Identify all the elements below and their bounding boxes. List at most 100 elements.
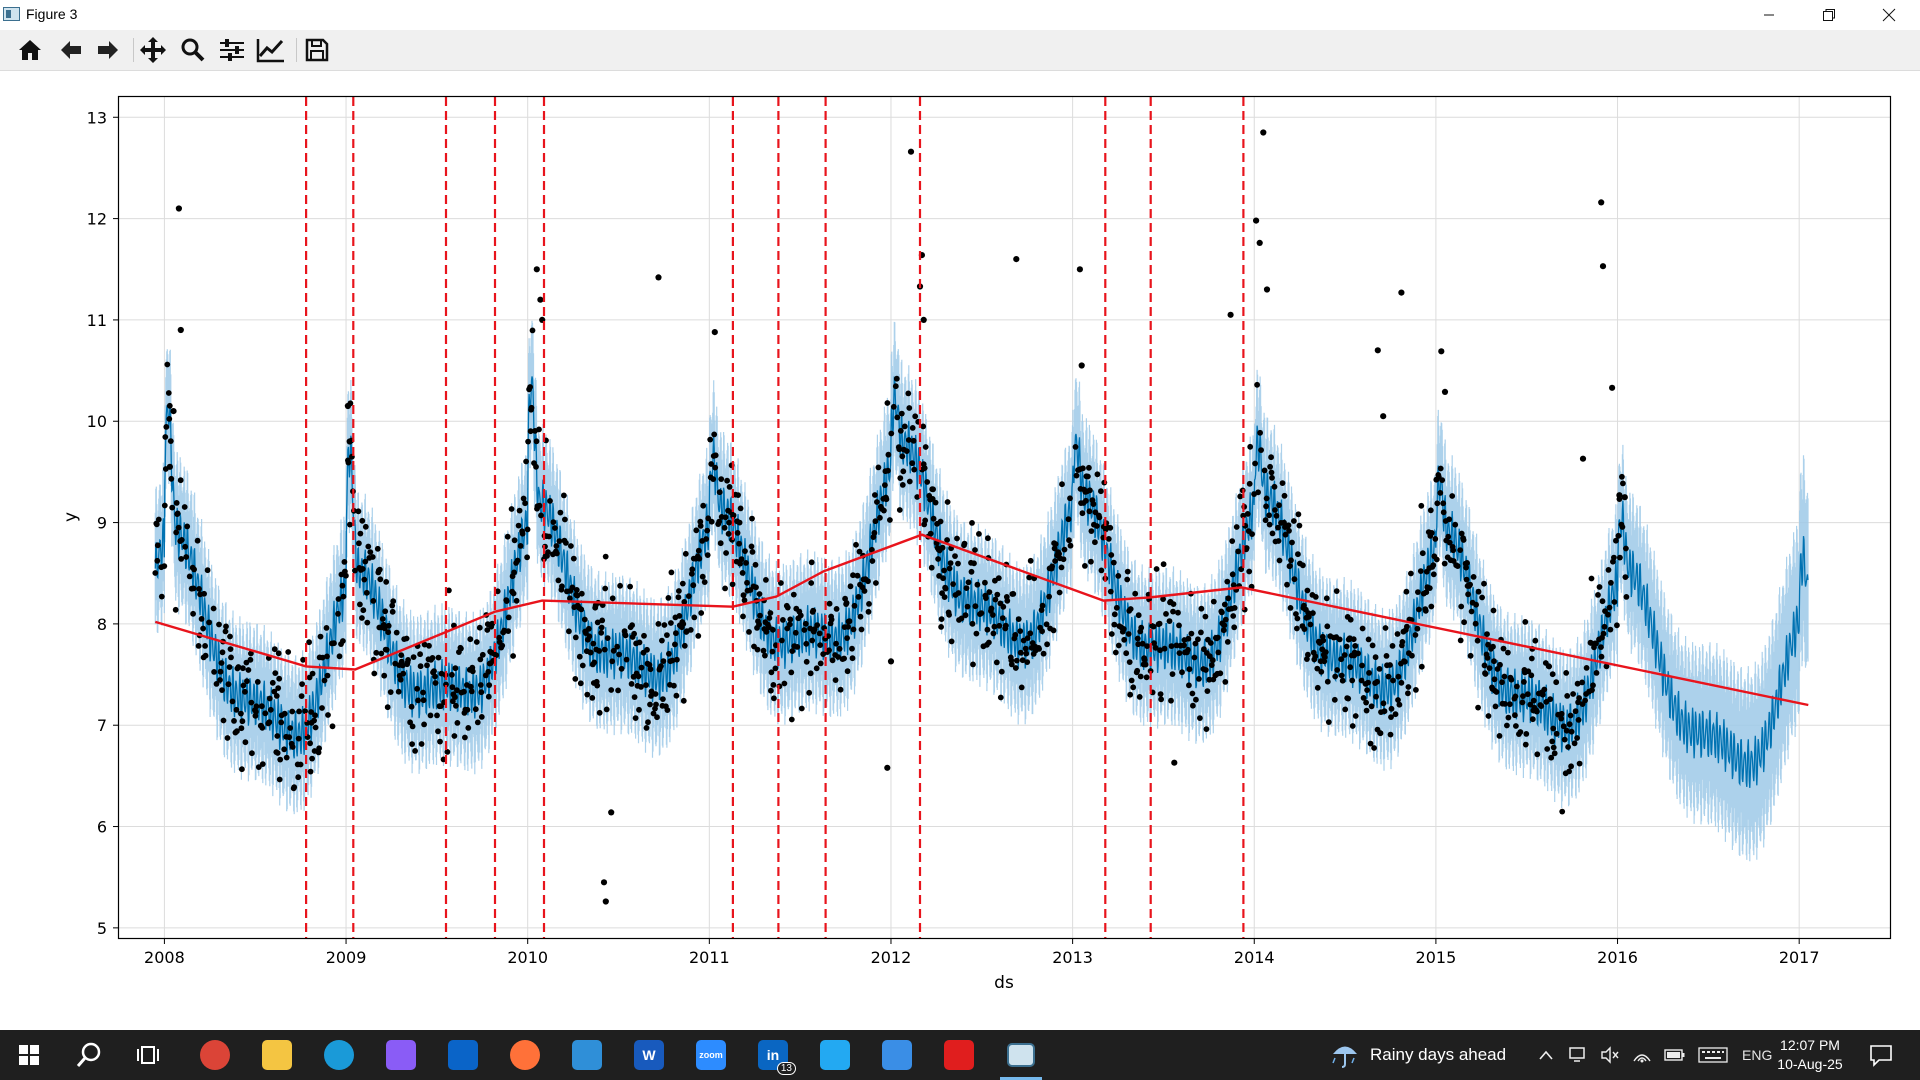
observed-outlier-point — [537, 296, 544, 303]
task-view-icon — [137, 1046, 159, 1064]
taskbar-cpanel-button[interactable] — [868, 1030, 926, 1080]
observed-point — [1416, 606, 1422, 613]
observed-point — [1156, 620, 1163, 627]
clock[interactable]: 12:07 PM 10-Aug-25 — [1770, 1036, 1850, 1074]
observed-point — [660, 696, 666, 702]
observed-point — [813, 665, 820, 672]
observed-point — [1080, 465, 1086, 472]
observed-point — [1087, 487, 1093, 494]
trend-line — [154, 533, 1809, 707]
observed-point — [1522, 619, 1529, 625]
keyboard-icon[interactable] — [1698, 1047, 1728, 1063]
taskbar-vscode-button[interactable] — [806, 1030, 864, 1080]
observed-point — [1295, 551, 1301, 558]
observed-point — [922, 444, 929, 450]
observed-point — [1599, 598, 1606, 605]
pan-button[interactable] — [137, 34, 169, 66]
home-button[interactable] — [14, 34, 46, 66]
observed-point — [598, 629, 605, 636]
observed-point — [890, 403, 897, 410]
volume-muted-icon[interactable] — [1600, 1046, 1620, 1064]
observed-point — [186, 573, 193, 580]
observed-point — [1191, 654, 1198, 661]
taskbar-firefox-button[interactable] — [496, 1030, 554, 1080]
observed-point — [299, 681, 305, 687]
maximize-button[interactable] — [1806, 0, 1852, 30]
observed-point — [797, 612, 804, 619]
observed-point — [522, 500, 528, 507]
observed-point — [700, 502, 707, 509]
taskbar-acrobat-button[interactable] — [930, 1030, 988, 1080]
close-button[interactable] — [1866, 0, 1912, 30]
observed-point — [814, 622, 821, 628]
minimize-button[interactable] — [1746, 0, 1792, 30]
observed-point — [1564, 693, 1571, 699]
observed-point — [1163, 611, 1169, 617]
weather-widget[interactable]: Rainy days ahead — [1330, 1042, 1506, 1068]
edit-axes-button[interactable] — [255, 34, 287, 66]
taskbar-linkedin-button[interactable]: in 13 — [744, 1030, 802, 1080]
word-icon: W — [634, 1040, 664, 1070]
figure-app-icon — [3, 7, 20, 21]
observed-point — [586, 633, 593, 640]
language-indicator[interactable]: ENG — [1742, 1047, 1773, 1063]
observed-point — [468, 688, 475, 695]
observed-point — [631, 630, 637, 637]
observed-point — [1126, 659, 1133, 665]
observed-point — [572, 676, 579, 682]
observed-point — [672, 641, 678, 648]
start-button[interactable] — [0, 1030, 58, 1080]
task-view-button[interactable] — [120, 1030, 178, 1080]
observed-point — [1381, 708, 1388, 715]
observed-point — [909, 460, 916, 467]
forward-button[interactable] — [92, 34, 124, 66]
taskbar-explorer-button[interactable] — [248, 1030, 306, 1080]
zoom-button[interactable] — [177, 34, 209, 66]
observed-point — [650, 710, 657, 717]
observed-point — [1492, 703, 1499, 710]
observed-point — [911, 466, 918, 473]
observed-point — [1049, 563, 1055, 570]
acrobat-icon — [944, 1040, 974, 1070]
chevron-up-icon[interactable] — [1538, 1049, 1554, 1061]
taskbar-outlook-button[interactable] — [434, 1030, 492, 1080]
observed-point — [174, 510, 181, 517]
observed-point — [554, 550, 560, 557]
back-button[interactable] — [55, 34, 87, 66]
wifi-icon[interactable] — [1632, 1046, 1652, 1064]
taskbar-chrome-button[interactable] — [186, 1030, 244, 1080]
observed-point — [585, 625, 592, 632]
observed-point — [1404, 623, 1410, 630]
taskbar-photos-button[interactable] — [558, 1030, 616, 1080]
taskbar-edge-button[interactable] — [310, 1030, 368, 1080]
taskbar-search-button[interactable] — [60, 1030, 118, 1080]
taskbar-python-figure-button[interactable] — [992, 1030, 1050, 1080]
subplots-button[interactable] — [216, 34, 248, 66]
notifications-button[interactable] — [1852, 1030, 1910, 1080]
save-button[interactable] — [301, 34, 333, 66]
observed-point — [734, 530, 741, 536]
network-monitor-icon[interactable] — [1568, 1046, 1588, 1064]
taskbar-zoom-button[interactable]: zoom — [682, 1030, 740, 1080]
taskbar-copilot-button[interactable] — [372, 1030, 430, 1080]
observed-point — [1383, 653, 1390, 659]
observed-point — [1273, 512, 1280, 519]
observed-point — [723, 550, 729, 556]
observed-point — [1111, 621, 1118, 628]
observed-point — [412, 748, 418, 754]
observed-point — [921, 465, 928, 471]
taskbar-word-button[interactable]: W — [620, 1030, 678, 1080]
observed-point — [300, 656, 306, 663]
observed-point — [167, 438, 174, 444]
observed-point — [665, 595, 672, 601]
observed-point — [920, 423, 927, 430]
x-tick-label: 2013 — [1052, 948, 1093, 967]
observed-point — [1321, 654, 1328, 661]
observed-outlier-point — [1076, 266, 1083, 273]
forecast-chart[interactable]: 2008 2009 2010 2011 2012 2013 2014 2015 2016 2017… — [0, 71, 1920, 1031]
battery-icon[interactable] — [1664, 1048, 1686, 1062]
observed-point — [1288, 557, 1294, 564]
observed-point — [710, 476, 717, 482]
observed-point — [552, 525, 558, 531]
figure-canvas[interactable]: 2008 2009 2010 2011 2012 2013 2014 2015 2016 2017… — [0, 71, 1920, 1031]
